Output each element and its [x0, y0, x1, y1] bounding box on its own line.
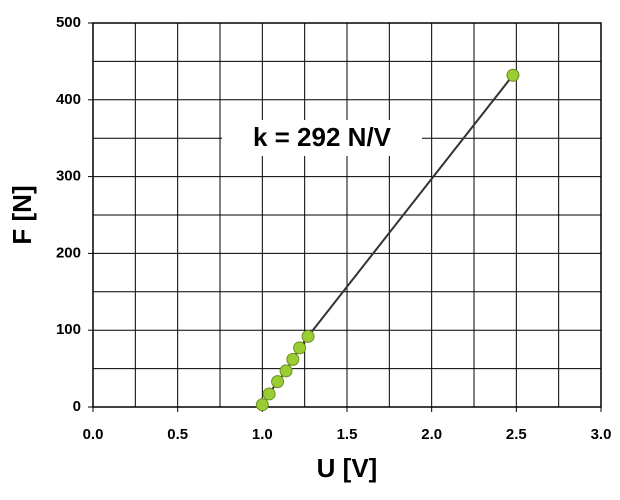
x-tick-label: 3.0: [591, 426, 612, 443]
data-point: [286, 352, 300, 366]
y-tick-label: 300: [56, 168, 81, 185]
plot-border: [92, 22, 602, 408]
y-tick-label: 200: [56, 244, 81, 261]
x-tick-label: 2.5: [506, 426, 527, 443]
y-tick-label: 400: [56, 91, 81, 108]
x-tick-label: 2.0: [421, 426, 442, 443]
annotation-box: [222, 120, 422, 156]
data-point: [293, 341, 307, 355]
data-point: [255, 398, 269, 412]
x-tick-label: 1.5: [337, 426, 358, 443]
x-tick-label: 0.5: [167, 426, 188, 443]
data-point: [271, 375, 285, 389]
data-point: [262, 387, 276, 401]
y-axis-title: F [N]: [7, 185, 37, 244]
data-point: [506, 68, 520, 82]
y-tick-label: 0: [73, 398, 81, 415]
data-point: [301, 329, 315, 343]
x-axis-title: U [V]: [317, 453, 378, 483]
y-tick-label: 100: [56, 321, 81, 338]
x-tick-label: 1.0: [252, 426, 273, 443]
x-tick-label: 0.0: [83, 426, 104, 443]
annotation: k = 292 N/V: [253, 122, 392, 152]
data-point: [279, 364, 293, 378]
y-tick-label: 500: [56, 14, 81, 31]
